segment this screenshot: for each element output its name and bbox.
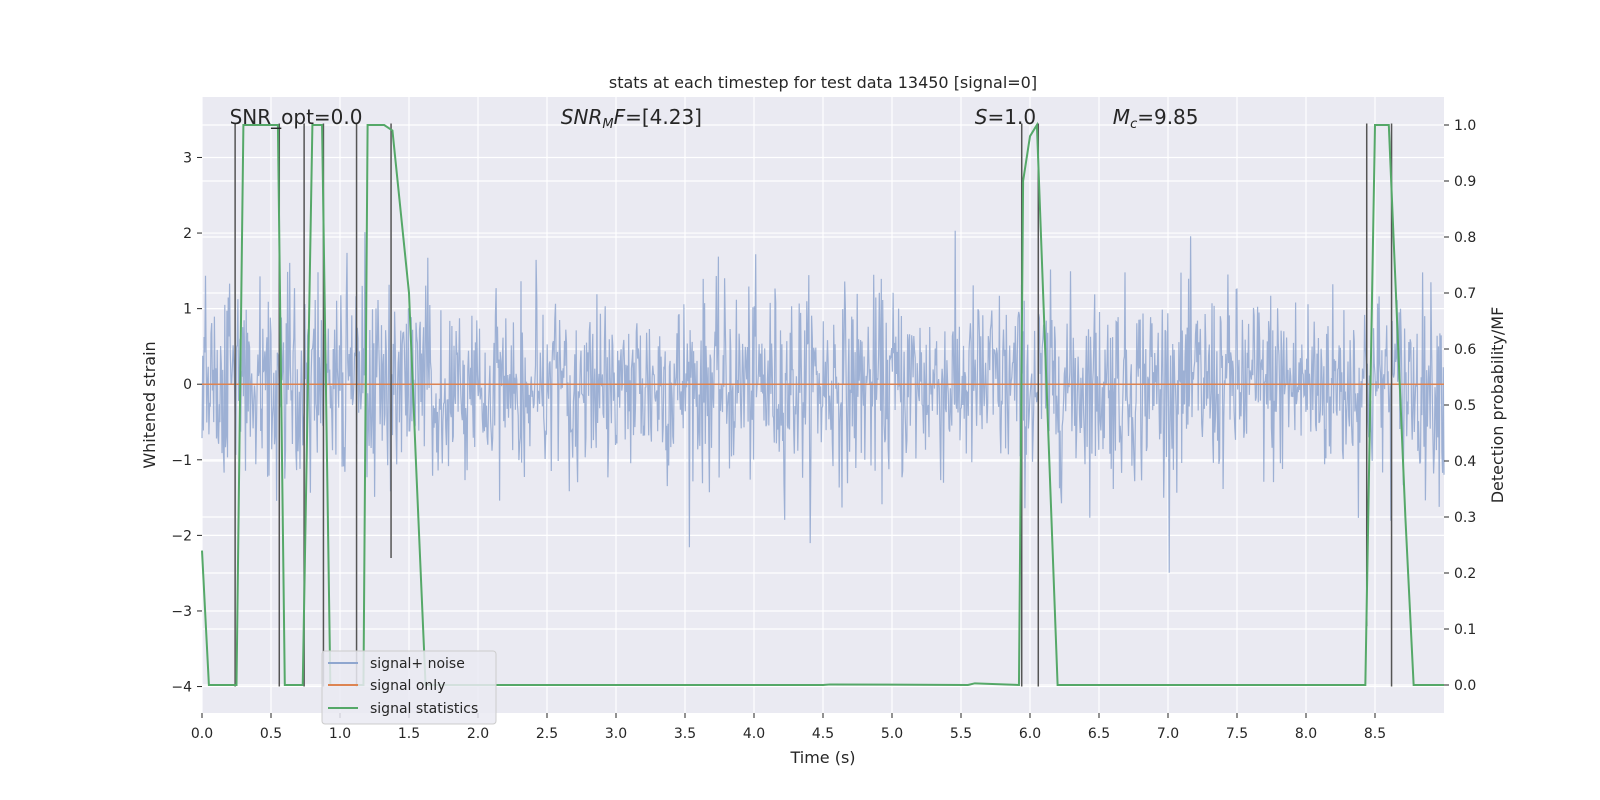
legend-label-signal-statistics: signal statistics: [370, 701, 478, 717]
y-left-tick-label: −2: [171, 528, 192, 544]
x-tick-label: 5.0: [881, 726, 903, 742]
x-tick-label: 7.0: [1157, 726, 1179, 742]
x-tick-label: 8.0: [1295, 726, 1317, 742]
y-left-tick-label: −3: [171, 604, 192, 620]
x-tick-label: 0.5: [260, 726, 282, 742]
x-axis-label: Time (s): [789, 748, 855, 767]
y-right-tick-label: 0.8: [1454, 230, 1476, 246]
legend: signal+ noise signal only signal statist…: [321, 650, 497, 725]
signal-statistics-line: [201, 121, 1444, 687]
x-axis-ticks: 0.0 0.5 1.0 1.5 2.0 2.5 3.0 3.5 4.0 4.5 5.0 5.5 6.0 6…: [191, 713, 1386, 742]
x-tick-label: 3.5: [674, 726, 696, 742]
chart-title: stats at each timestep for test data 134…: [609, 73, 1037, 92]
x-tick-label: 5.5: [950, 726, 972, 742]
x-tick-label: 0.0: [191, 726, 213, 742]
y-axis-right-ticks: 0.0 0.1 0.2 0.3 0.4 0.5 0.6 0.7 0.8 0.9 1.0: [1444, 118, 1476, 694]
y-left-tick-label: −4: [171, 680, 192, 696]
x-tick-label: 6.5: [1088, 726, 1110, 742]
y-axis-left-label: Whitened strain: [140, 341, 159, 468]
y-right-tick-label: 0.4: [1454, 454, 1476, 470]
x-tick-label: 1.0: [329, 726, 351, 742]
y-axis-right-label: Detection probability/MF: [1488, 307, 1507, 504]
y-left-tick-label: 2: [183, 226, 192, 242]
y-right-tick-label: 0.9: [1454, 174, 1476, 190]
x-tick-label: 2.5: [536, 726, 558, 742]
y-right-tick-label: 0.6: [1454, 342, 1476, 358]
legend-label-signal-only: signal only: [370, 678, 445, 694]
annotation-text: S=1.0: [975, 105, 1036, 129]
x-tick-label: 4.0: [743, 726, 765, 742]
annotation-text: Mc=9.85: [1113, 105, 1199, 132]
y-axis-left-ticks: −4 −3 −2 −1 0 1 2 3: [171, 150, 202, 696]
annotation-text: SNR_opt=0.0: [230, 105, 363, 129]
y-right-tick-label: 0.7: [1454, 286, 1476, 302]
y-right-tick-label: 0.0: [1454, 678, 1476, 694]
y-left-tick-label: 0: [183, 377, 192, 393]
y-right-tick-label: 0.5: [1454, 398, 1476, 414]
y-left-tick-label: 3: [183, 150, 192, 166]
y-right-tick-label: 0.3: [1454, 510, 1476, 526]
x-tick-label: 2.0: [467, 726, 489, 742]
y-right-tick-label: 1.0: [1454, 118, 1476, 134]
y-right-tick-label: 0.2: [1454, 566, 1476, 582]
signal-noise-series: [201, 230, 1445, 573]
annotations: SNR_opt=0.0 SNRMF=[4.23] S=1.0 Mc=9.85: [230, 105, 1199, 132]
annotation-text: SNRMF=[4.23]: [561, 105, 702, 132]
y-right-tick-label: 0.1: [1454, 622, 1476, 638]
x-tick-label: 7.5: [1226, 726, 1248, 742]
x-tick-label: 1.5: [398, 726, 420, 742]
signal-noise-line: [201, 230, 1445, 573]
y-left-tick-label: −1: [171, 453, 192, 469]
legend-label-signal-noise: signal+ noise: [370, 656, 465, 672]
y-left-tick-label: 1: [183, 302, 192, 318]
signal-statistics-series: [201, 121, 1444, 687]
x-tick-label: 3.0: [605, 726, 627, 742]
x-tick-label: 8.5: [1364, 726, 1386, 742]
x-tick-label: 4.5: [812, 726, 834, 742]
legend-box: [321, 650, 497, 725]
x-tick-label: 6.0: [1019, 726, 1041, 742]
